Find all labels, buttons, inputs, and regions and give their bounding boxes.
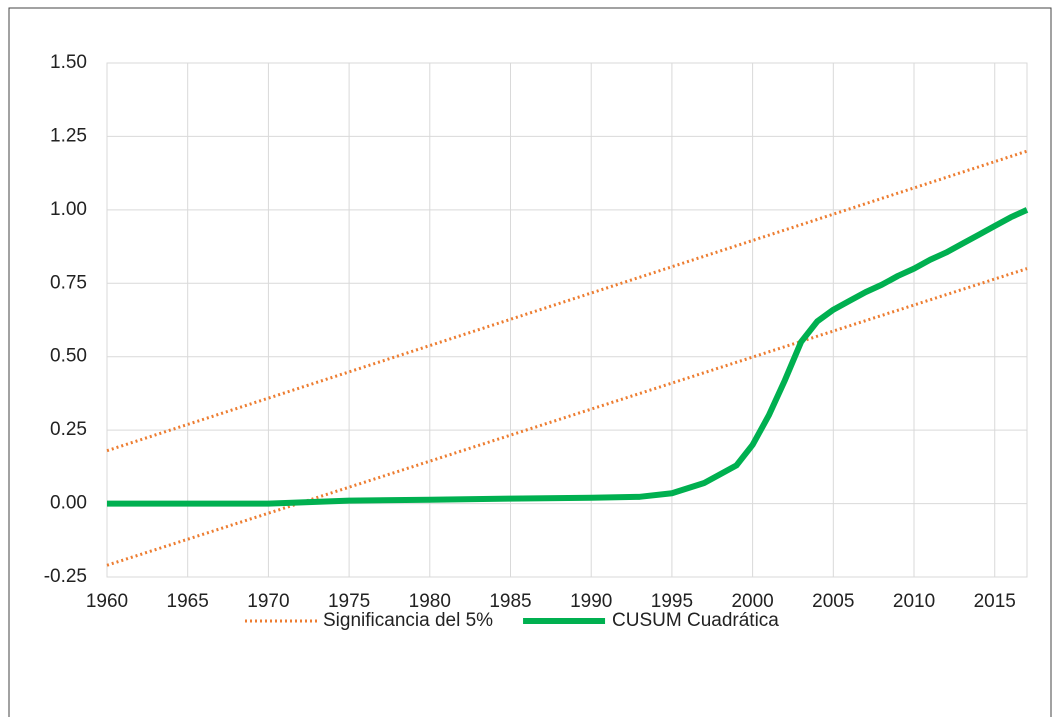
y-tick-label: 0.75 — [50, 272, 87, 293]
plot-area — [106, 62, 1028, 578]
chart-frame — [8, 7, 1052, 717]
x-tick-label: 1975 — [328, 591, 370, 612]
x-tick-label: 1995 — [651, 591, 693, 612]
y-tick-label: 1.50 — [50, 52, 87, 73]
legend-label: Significancia del 5% — [323, 610, 493, 631]
y-tick-label: 1.25 — [50, 125, 87, 146]
y-tick-label: 0.00 — [50, 493, 87, 514]
legend-label: CUSUM Cuadrática — [612, 610, 779, 631]
y-tick-label: 0.50 — [50, 346, 87, 367]
x-tick-label: 1965 — [167, 591, 209, 612]
x-tick-label: 2005 — [812, 591, 854, 612]
x-tick-label: 1970 — [247, 591, 289, 612]
y-tick-label: 0.25 — [50, 419, 87, 440]
y-tick-label: -0.25 — [44, 566, 87, 587]
series-line — [107, 207, 1029, 507]
x-tick-label: 1960 — [86, 591, 128, 612]
y-tick-label: 1.00 — [50, 199, 87, 220]
x-tick-label: 1985 — [489, 591, 531, 612]
series-line — [106, 149, 1028, 453]
x-tick-label: 1980 — [409, 591, 451, 612]
series-line — [106, 267, 1028, 567]
x-tick-label: 2015 — [974, 591, 1016, 612]
x-tick-label: 2000 — [731, 591, 773, 612]
x-tick-label: 2010 — [893, 591, 935, 612]
x-tick-label: 1990 — [570, 591, 612, 612]
